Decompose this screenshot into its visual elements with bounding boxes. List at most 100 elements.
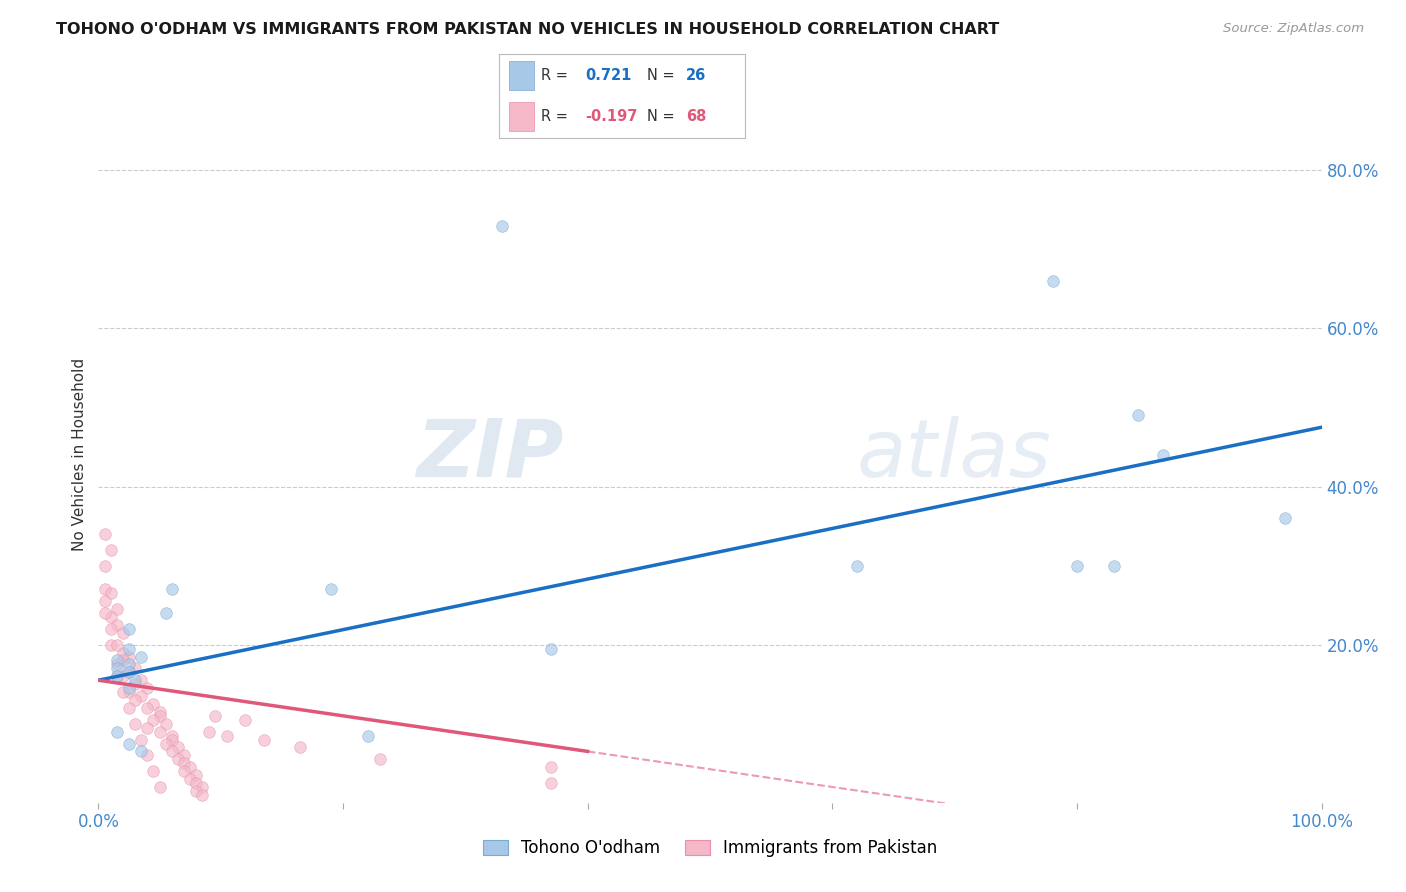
Text: N =: N =: [647, 109, 679, 124]
Point: [191, 788, 214, 802]
Point: [540, 641, 562, 656]
Point: [105, 661, 128, 675]
Point: [118, 622, 141, 636]
Text: R =: R =: [541, 68, 572, 83]
Point: [105, 669, 128, 683]
Point: [100, 542, 122, 557]
Point: [142, 713, 165, 727]
Point: [319, 582, 342, 597]
Point: [167, 740, 190, 755]
Point: [191, 780, 214, 794]
Point: [129, 689, 152, 703]
Point: [368, 752, 391, 766]
Point: [100, 638, 122, 652]
Text: -0.197: -0.197: [585, 109, 638, 124]
Point: [105, 638, 128, 652]
Point: [1042, 274, 1064, 288]
Point: [540, 776, 562, 790]
Text: atlas: atlas: [856, 416, 1052, 494]
Point: [129, 673, 152, 688]
Point: [136, 721, 159, 735]
Point: [290, 740, 312, 755]
FancyBboxPatch shape: [509, 62, 534, 90]
Point: [111, 653, 134, 667]
Point: [149, 780, 172, 794]
Text: 68: 68: [686, 109, 706, 124]
Point: [118, 685, 141, 699]
Point: [93, 558, 115, 573]
Point: [1274, 511, 1296, 525]
Point: [93, 606, 115, 620]
Point: [105, 618, 128, 632]
Point: [118, 649, 141, 664]
Point: [173, 764, 195, 779]
Point: [155, 737, 177, 751]
Point: [845, 558, 868, 573]
Point: [149, 724, 172, 739]
Point: [111, 625, 134, 640]
Point: [173, 756, 195, 771]
Text: TOHONO O'ODHAM VS IMMIGRANTS FROM PAKISTAN NO VEHICLES IN HOUSEHOLD CORRELATION : TOHONO O'ODHAM VS IMMIGRANTS FROM PAKIST…: [56, 22, 1000, 37]
Point: [204, 708, 226, 723]
Text: N =: N =: [647, 68, 679, 83]
Point: [118, 681, 141, 695]
Point: [136, 701, 159, 715]
Point: [252, 732, 274, 747]
Text: 26: 26: [686, 68, 706, 83]
Point: [105, 653, 128, 667]
Point: [160, 729, 183, 743]
Point: [1152, 448, 1174, 462]
Point: [160, 744, 183, 758]
Point: [124, 673, 146, 688]
Text: 0.721: 0.721: [585, 68, 631, 83]
Point: [149, 705, 172, 719]
Point: [1102, 558, 1125, 573]
Text: Source: ZipAtlas.com: Source: ZipAtlas.com: [1223, 22, 1364, 36]
Point: [124, 661, 146, 675]
Point: [233, 713, 256, 727]
Point: [173, 748, 195, 763]
Point: [167, 752, 190, 766]
Point: [186, 768, 208, 782]
Point: [155, 606, 177, 620]
Point: [105, 669, 128, 683]
Point: [124, 677, 146, 691]
Legend: Tohono O'odham, Immigrants from Pakistan: Tohono O'odham, Immigrants from Pakistan: [475, 833, 945, 864]
Point: [118, 657, 141, 672]
Point: [93, 582, 115, 597]
Y-axis label: No Vehicles in Household: No Vehicles in Household: [72, 359, 87, 551]
Point: [540, 760, 562, 774]
Point: [100, 610, 122, 624]
Point: [197, 724, 219, 739]
Point: [111, 669, 134, 683]
Point: [179, 772, 201, 786]
Point: [356, 729, 378, 743]
Point: [149, 708, 172, 723]
FancyBboxPatch shape: [509, 102, 534, 130]
Point: [100, 622, 122, 636]
Point: [1128, 409, 1150, 423]
Point: [142, 764, 165, 779]
Point: [118, 641, 141, 656]
Point: [118, 665, 141, 680]
Point: [186, 776, 208, 790]
Point: [129, 649, 152, 664]
Point: [160, 582, 183, 597]
Text: ZIP: ZIP: [416, 416, 564, 494]
Point: [215, 729, 238, 743]
Point: [129, 744, 152, 758]
Point: [100, 586, 122, 600]
Point: [105, 724, 128, 739]
Point: [124, 716, 146, 731]
Point: [118, 737, 141, 751]
Point: [105, 602, 128, 616]
Point: [118, 701, 141, 715]
Text: R =: R =: [541, 109, 572, 124]
Point: [155, 716, 177, 731]
Point: [186, 784, 208, 798]
Point: [136, 681, 159, 695]
Point: [160, 732, 183, 747]
Point: [111, 685, 134, 699]
Point: [93, 594, 115, 608]
Point: [111, 646, 134, 660]
